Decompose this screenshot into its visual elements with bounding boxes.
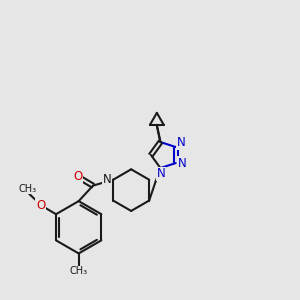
Text: CH₃: CH₃ xyxy=(70,266,88,276)
Text: N: N xyxy=(177,136,185,149)
Text: O: O xyxy=(36,199,45,212)
Text: N: N xyxy=(103,172,112,186)
Text: N: N xyxy=(157,167,165,180)
Text: N: N xyxy=(178,157,187,169)
Text: O: O xyxy=(74,170,83,183)
Text: CH₃: CH₃ xyxy=(19,184,37,194)
